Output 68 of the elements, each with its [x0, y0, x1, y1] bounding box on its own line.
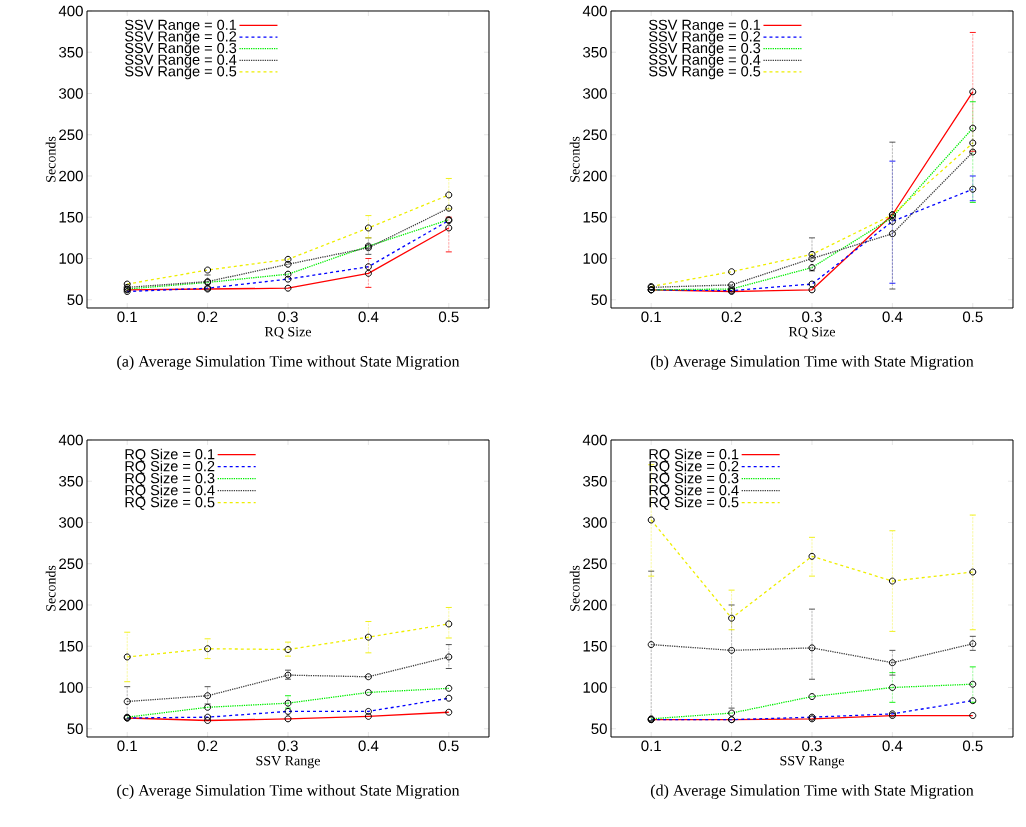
x-tick-label: 0.1	[117, 740, 137, 752]
x-tick-label: 0.5	[438, 311, 459, 323]
y-tick-label: 400	[58, 5, 83, 17]
x-tick-label: 0.1	[117, 311, 137, 323]
legend-label: RQ Size = 0.5	[649, 496, 739, 510]
x-tick-label: 0.3	[278, 740, 298, 752]
text: (a) Average Simulation Time without State Migration	[117, 355, 460, 371]
y-tick-label: 400	[582, 434, 607, 446]
y-tick-label: 300	[59, 517, 83, 528]
legend-label: SSV Range = 0.5	[125, 66, 237, 80]
text: (d) Average Simulation Time with State Migration	[650, 784, 974, 800]
x-axis-title: SSV Range	[780, 756, 844, 769]
y-axis-title: Seconds	[45, 565, 56, 611]
x-tick-label: 0.2	[197, 311, 218, 323]
y-tick-label: 350	[583, 475, 607, 487]
x-tick-label: 0.3	[802, 740, 822, 752]
y-tick-label: 300	[583, 88, 607, 99]
y-tick-label: 350	[59, 475, 83, 487]
x-tick-label: 0.3	[802, 311, 822, 323]
y-tick-label: 150	[59, 640, 83, 652]
x-tick-label: 0.1	[641, 311, 661, 323]
y-tick-label: 200	[583, 599, 607, 611]
text: (b) Average Simulation Time with State Migration	[650, 355, 974, 371]
x-tick-label: 0.4	[882, 740, 903, 752]
y-tick-label: 400	[582, 5, 607, 17]
y-tick-label: 100	[583, 253, 607, 264]
y-tick-label: 150	[59, 211, 83, 223]
y-tick-label: 200	[583, 170, 607, 182]
y-tick-label: 100	[59, 682, 83, 693]
y-tick-label: 300	[583, 517, 607, 528]
x-tick-label: 0.4	[358, 740, 379, 752]
y-tick-label: 350	[583, 46, 607, 58]
x-tick-label: 0.2	[721, 311, 742, 323]
x-tick-label: 0.5	[962, 740, 983, 752]
y-tick-label: 350	[59, 46, 83, 58]
y-tick-label: 50	[67, 294, 83, 306]
x-tick-label: 0.4	[882, 311, 903, 323]
x-tick-label: 0.3	[278, 311, 298, 323]
y-tick-label: 50	[591, 723, 607, 735]
legend-label: SSV Range = 0.5	[649, 66, 761, 80]
x-axis-title: SSV Range	[256, 756, 320, 769]
y-tick-label: 50	[67, 723, 83, 735]
y-tick-label: 250	[59, 129, 83, 141]
text: (c) Average Simulation Time without State Migration	[117, 784, 460, 800]
x-axis-title: RQ Size	[788, 327, 836, 339]
x-tick-label: 0.1	[641, 740, 661, 752]
y-axis-title: Seconds	[569, 136, 580, 182]
x-tick-label: 0.2	[197, 740, 218, 752]
y-axis-title: Seconds	[569, 565, 580, 611]
y-tick-label: 200	[59, 599, 83, 611]
x-tick-label: 0.5	[962, 311, 983, 323]
x-tick-label: 0.4	[358, 311, 379, 323]
x-axis-title: RQ Size	[264, 327, 312, 339]
y-tick-label: 200	[59, 170, 83, 182]
y-tick-label: 250	[59, 558, 83, 570]
y-tick-label: 250	[583, 558, 607, 570]
y-tick-label: 400	[58, 434, 83, 446]
y-axis-title: Seconds	[45, 136, 56, 182]
y-tick-label: 250	[583, 129, 607, 141]
y-tick-label: 150	[583, 640, 607, 652]
x-tick-label: 0.5	[438, 740, 459, 752]
y-tick-label: 50	[591, 294, 607, 306]
x-tick-label: 0.2	[721, 740, 742, 752]
legend-label: RQ Size = 0.5	[125, 496, 215, 510]
y-tick-label: 100	[583, 682, 607, 693]
y-tick-label: 100	[59, 253, 83, 264]
y-tick-label: 300	[59, 88, 83, 99]
y-tick-label: 150	[583, 211, 607, 223]
